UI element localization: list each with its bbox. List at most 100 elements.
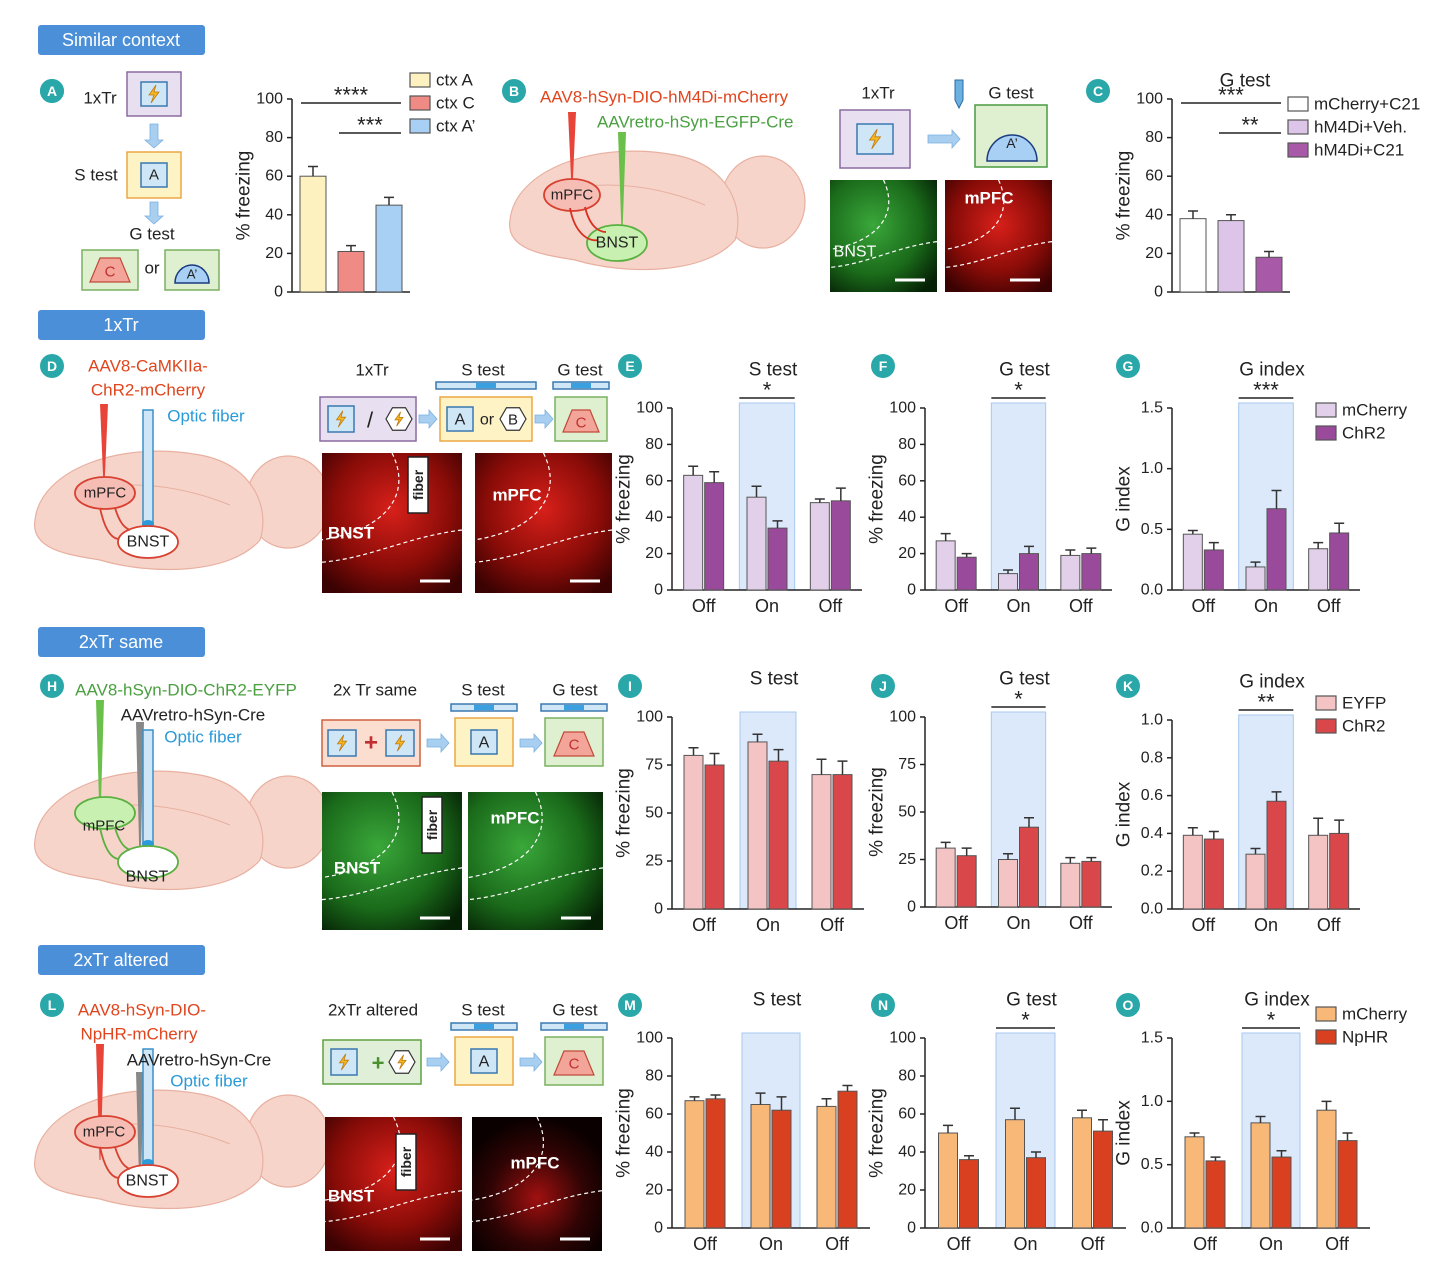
label: % freezing <box>867 454 888 544</box>
shock-icon <box>336 734 348 752</box>
error-bar <box>1255 1115 1266 1123</box>
context-c <box>553 1050 595 1076</box>
error-bar <box>308 165 318 177</box>
bar <box>750 1104 771 1229</box>
bar <box>1316 1109 1337 1229</box>
bar <box>375 204 403 293</box>
label: 2xTr altered <box>73 950 168 970</box>
error-bar <box>688 465 699 476</box>
context-square <box>327 405 355 433</box>
bar <box>1250 1122 1271 1229</box>
panel-badge <box>1116 354 1140 378</box>
micrograph-outline <box>474 452 613 563</box>
error-bar <box>1187 529 1198 535</box>
y-tick-label: 0 <box>907 582 916 599</box>
x-tick-label: Off <box>947 1234 972 1254</box>
label: 1xTr <box>861 84 895 103</box>
error-bar <box>776 1096 787 1111</box>
y-tick-label: 0 <box>1154 284 1163 301</box>
y-tick-label: 0 <box>654 582 663 599</box>
y-tick-label: 0.5 <box>1141 1156 1163 1173</box>
context-a-prime <box>174 264 210 284</box>
fiber-tag <box>421 796 443 854</box>
label: 2xTr same <box>79 632 163 652</box>
y-tick-label: 100 <box>636 400 663 417</box>
y-tick-label: 80 <box>1145 129 1163 146</box>
label: G test <box>1006 990 1057 1011</box>
error-bar <box>816 758 827 775</box>
bar <box>1005 1119 1025 1229</box>
bar <box>809 502 830 591</box>
label: B <box>509 83 519 99</box>
label: A <box>455 412 466 429</box>
bar <box>705 1098 726 1229</box>
label: G test <box>552 681 598 700</box>
error-bar <box>1210 1156 1221 1161</box>
label: G test <box>999 669 1050 690</box>
label: AAVretro-hSyn-Cre <box>127 1051 272 1070</box>
label: % freezing <box>867 767 888 857</box>
legend-label: EYFP <box>1342 694 1386 713</box>
label: S test <box>461 1001 505 1020</box>
significance-label: *** <box>1253 378 1279 403</box>
bar <box>1217 220 1245 293</box>
y-tick-label: 1.5 <box>1141 400 1163 417</box>
y-tick-label: 75 <box>645 757 663 774</box>
projection <box>99 507 119 540</box>
legend-label: mCherry <box>1342 1005 1408 1024</box>
bar <box>1182 834 1203 910</box>
micrograph-outline <box>321 452 463 563</box>
y-tick-label: 100 <box>256 91 283 108</box>
label: mPFC <box>490 809 539 828</box>
legend-swatch <box>409 95 431 111</box>
error-bar <box>1098 1118 1108 1132</box>
light-bar <box>476 383 496 388</box>
bar <box>771 1109 792 1229</box>
y-tick-label: 0 <box>654 1220 663 1237</box>
error-bar <box>1271 791 1282 802</box>
x-tick-label: Off <box>1317 915 1342 935</box>
optic-fiber <box>142 729 154 845</box>
error-bar <box>1031 1151 1041 1158</box>
optic-fiber <box>142 409 154 525</box>
label: S test <box>753 990 802 1011</box>
label: C <box>1093 83 1103 99</box>
legend-label: hM4Di+C21 <box>1314 141 1404 160</box>
micrograph-outline <box>829 179 938 268</box>
bar <box>684 1100 705 1229</box>
brain-region <box>74 476 136 510</box>
label: mPFC <box>492 486 541 505</box>
label: AAV8-hSyn-DIO-hM4Di-mCherry <box>540 88 789 107</box>
bar <box>816 1105 837 1229</box>
significance-label: * <box>1267 1008 1276 1033</box>
x-tick-label: Off <box>1193 1234 1218 1254</box>
error-bar <box>1271 489 1282 509</box>
micrograph <box>830 180 937 292</box>
error-bar <box>688 746 699 756</box>
error-bar <box>709 752 720 765</box>
micrograph <box>468 792 603 930</box>
bar <box>935 540 956 591</box>
label: AAVretro-hSyn-Cre <box>121 706 266 725</box>
context-square <box>140 162 168 188</box>
micrograph <box>325 1117 462 1251</box>
error-bar <box>1003 853 1013 860</box>
y-tick-label: 0.4 <box>1141 825 1163 842</box>
error-bar <box>1313 817 1324 836</box>
label: mPFC <box>84 485 127 502</box>
error-bar <box>709 470 720 483</box>
error-bar <box>1065 856 1076 864</box>
label: BNST <box>126 869 169 886</box>
y-tick-label: 50 <box>645 805 663 822</box>
panel-badge <box>1086 79 1110 103</box>
bar <box>1093 1130 1113 1229</box>
y-tick-label: 0 <box>274 284 283 301</box>
light-bar <box>571 383 591 388</box>
error-bar <box>1024 816 1034 828</box>
y-tick-label: 60 <box>265 168 283 185</box>
bar <box>938 1132 958 1229</box>
y-tick-label: 0 <box>907 1220 916 1237</box>
y-tick-label: 0.8 <box>1141 749 1163 766</box>
bar <box>998 859 1018 908</box>
